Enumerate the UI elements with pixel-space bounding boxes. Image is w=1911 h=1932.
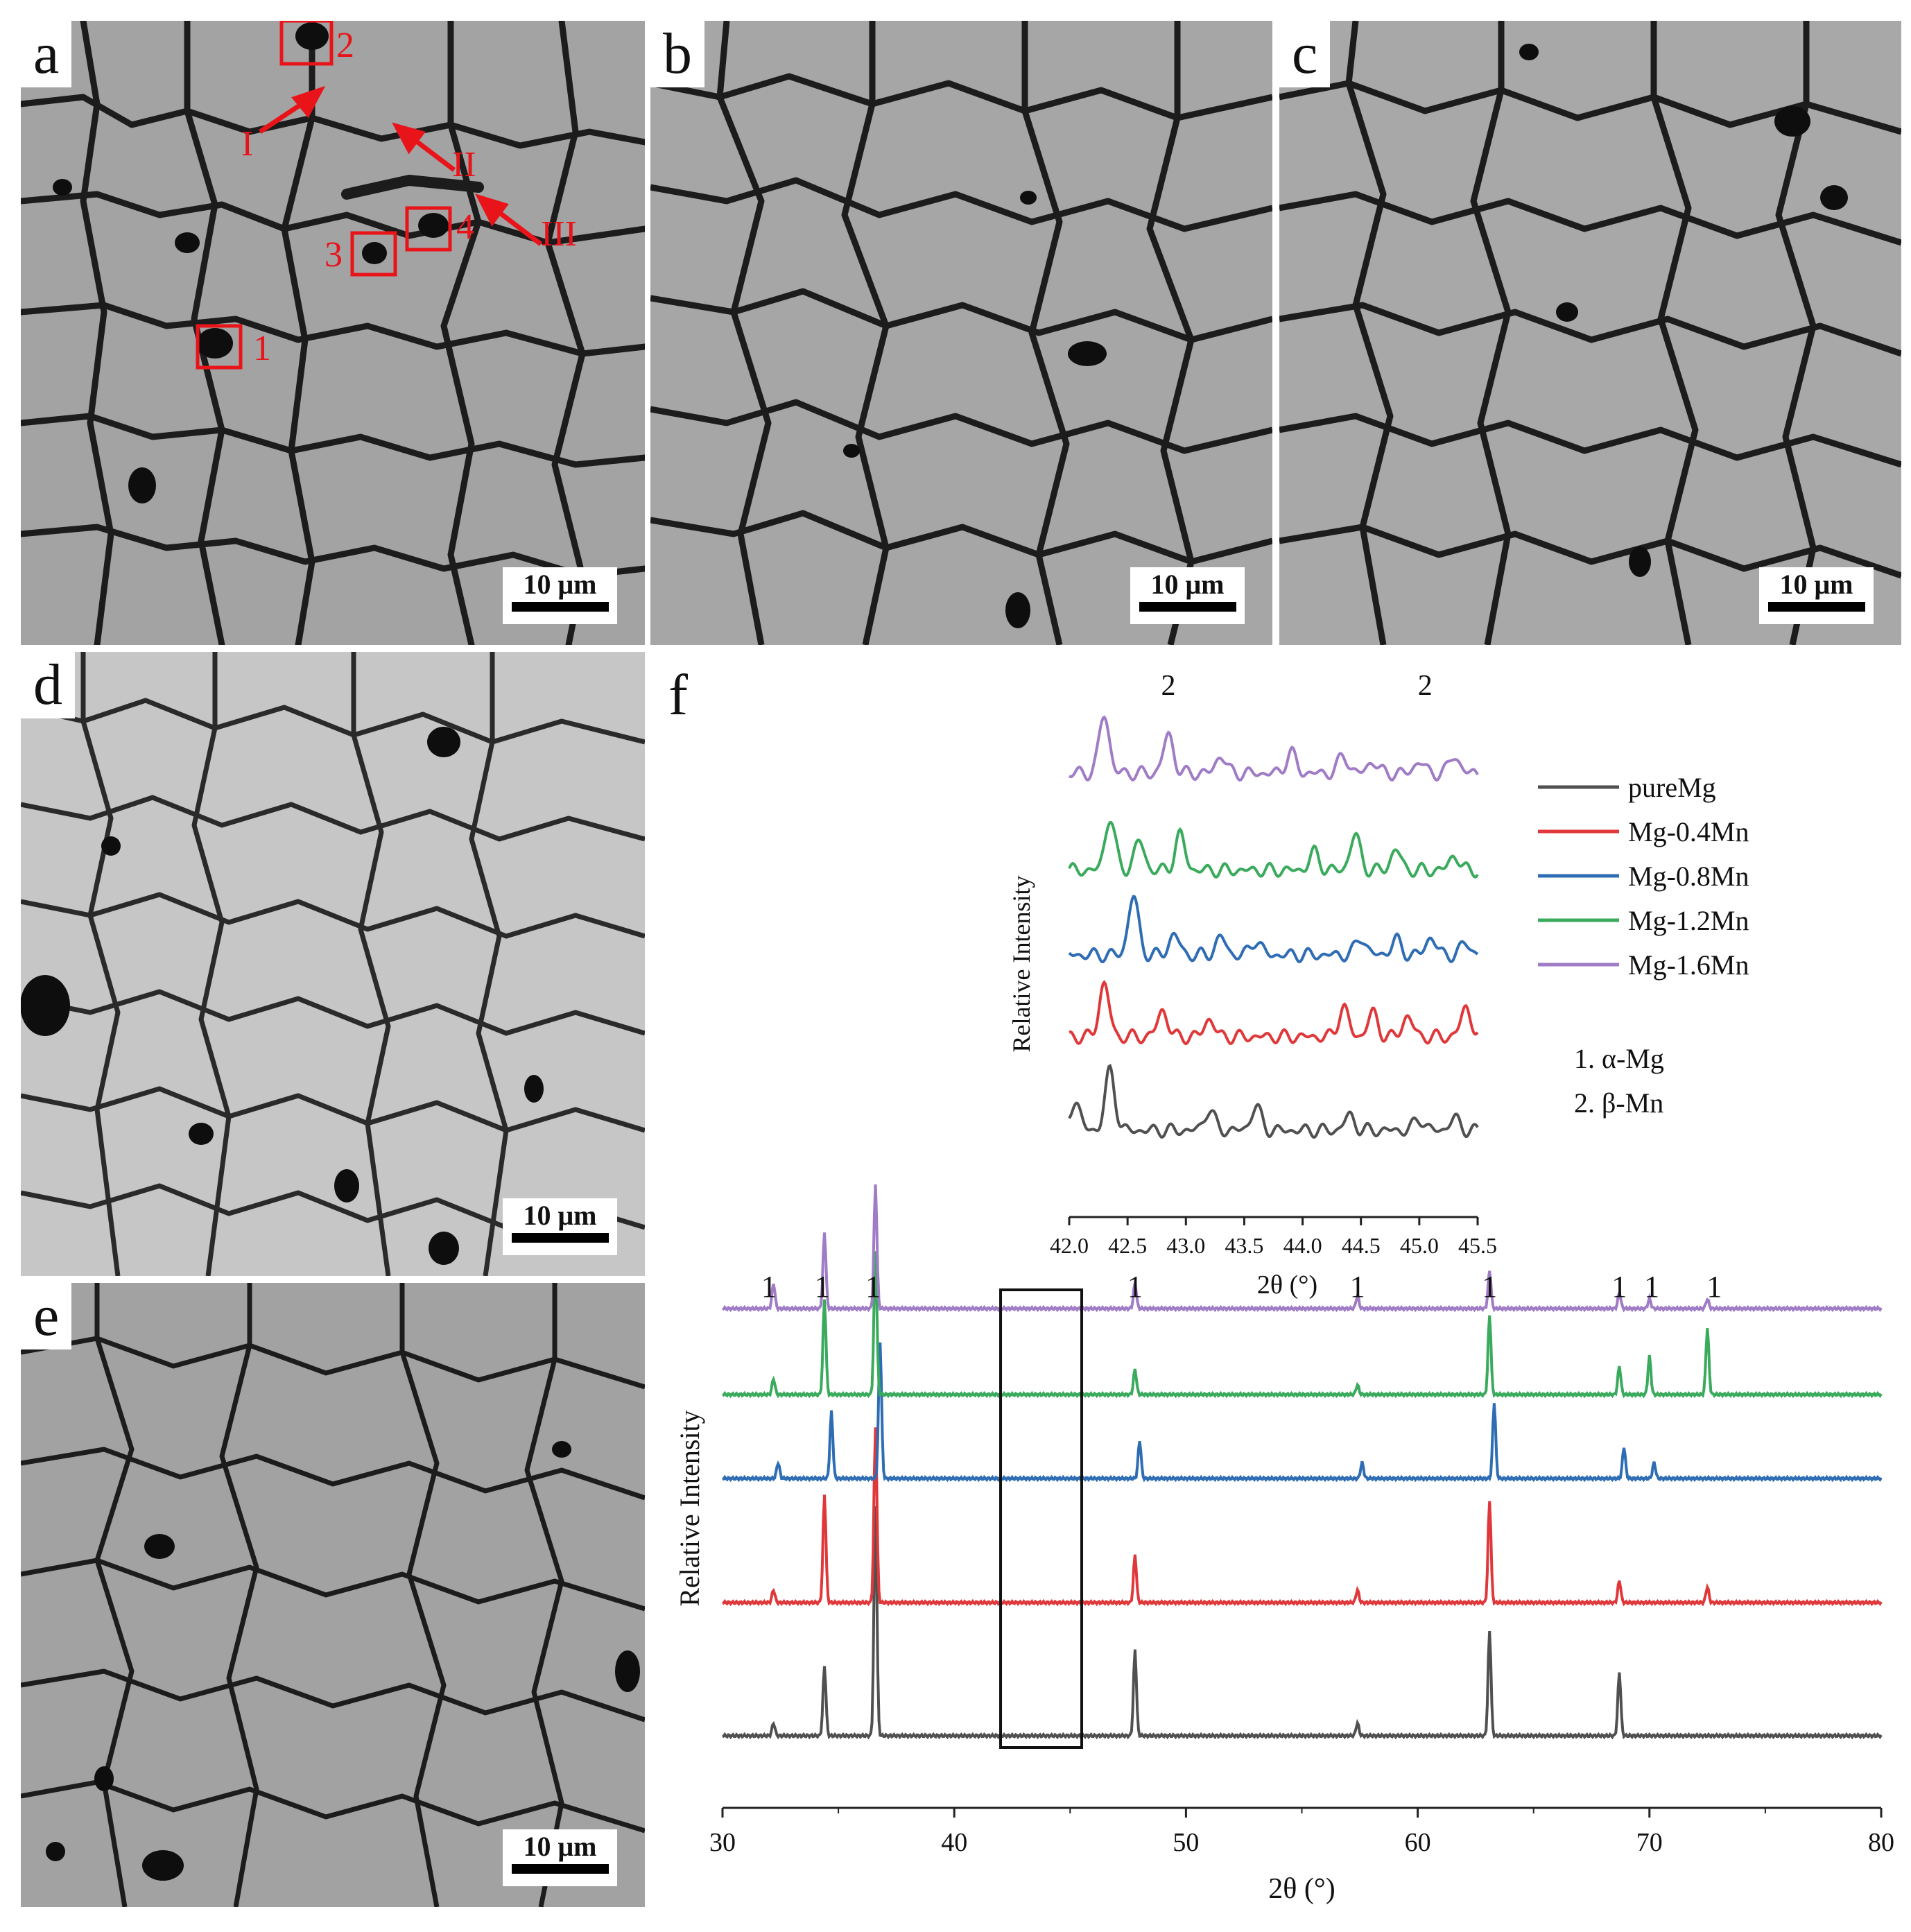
inset-x-tick-label: 42.5 [1108,1233,1147,1258]
main-peak-label: 1 [865,1270,881,1304]
main-peak-label: 1 [1644,1270,1659,1304]
scale-label-d: 10 μm [523,1200,597,1231]
grain-structure-b [650,21,1272,645]
panel-letter-c: c [1279,21,1331,87]
legend-entry: Mg-1.2Mn [1628,905,1749,936]
scale-bar-d: 10 μm [503,1198,617,1255]
scale-label-c: 10 μm [1779,569,1853,600]
micrograph-a: a 1 2 3 4 I II III 10 μm [21,21,645,645]
box-label-2: 2 [336,26,354,65]
scale-label-e: 10 μm [523,1831,597,1862]
main-x-tick-label: 50 [1173,1828,1199,1857]
main-series-puremg [721,1506,1883,1740]
main-series-mg-08mn [721,1342,1883,1483]
main-peak-label: 1 [1611,1270,1627,1304]
main-x-tick-label: 80 [1868,1828,1894,1857]
main-peak-label: 1 [1482,1270,1497,1304]
panel-letter-e: e [21,1283,72,1349]
grain-structure-c [1279,21,1901,645]
box-label-4: 4 [456,207,474,247]
inset-x-tick-label: 44.5 [1342,1233,1381,1258]
xrd-chart: f 30 40 50 60 70 80 2θ (°) Relative Intensity 1 1… [652,645,1911,1929]
arrow-label-II: II [452,145,476,184]
inset-series-mg-16mn [1069,715,1479,782]
box-label-1: 1 [253,329,271,368]
main-peak-label: 1 [761,1270,777,1304]
panel-letter-b: b [650,21,704,87]
grain-structure-e [21,1283,645,1907]
panel-letter-a: a [21,21,72,87]
legend-entry: Mg-0.4Mn [1628,816,1749,847]
scale-label-a: 10 μm [523,569,597,600]
micrograph-b: b 10 μm [650,21,1272,645]
grain-structure-d [21,652,645,1276]
phase-legend-entry: 2. β-Mn [1574,1087,1663,1119]
box-label-3: 3 [325,235,343,275]
micrograph-c: c 10 μm [1279,21,1901,645]
main-y-axis-label: Relative Intensity [674,1410,705,1606]
inset-series-mg-04mn [1069,979,1479,1046]
scale-bar-c: 10 μm [1759,567,1874,624]
inset-series-puremg [1068,1064,1479,1139]
main-series-mg-16mn [721,1184,1883,1313]
inset-peak-label: 2 [1418,670,1433,702]
inset-x-tick-label: 44.0 [1283,1233,1322,1258]
arrow-label-III: III [541,214,577,254]
panel-letter-f: f [668,663,688,727]
legend-entry: Mg-1.6Mn [1628,949,1749,981]
main-series-mg-12mn [721,1251,1883,1399]
micrograph-e: e 10 μm [21,1283,645,1907]
legend-entry: Mg-0.8Mn [1628,861,1749,892]
scale-bar-e: 10 μm [503,1829,617,1886]
inset-x-axis-label: 2θ (°) [1257,1270,1317,1300]
inset-x-tick-label: 45.5 [1458,1233,1497,1258]
main-x-tick-label: 70 [1636,1828,1663,1857]
inset-series-mg-12mn [1068,821,1479,879]
main-x-axis-label: 2θ (°) [1268,1873,1335,1905]
inset-x-tick-label: 43.0 [1166,1233,1205,1258]
scale-label-b: 10 μm [1150,569,1225,600]
main-x-tick-label: 30 [709,1828,736,1857]
legend-entry: pureMg [1628,772,1716,803]
panel-letter-d: d [21,652,75,718]
scale-bar-b: 10 μm [1130,567,1245,624]
main-series-mg-04mn [721,1427,1883,1607]
inset-x-tick-label: 43.5 [1225,1233,1263,1258]
zoom-region-box [999,1288,1084,1749]
micrograph-d: d 10 μm [21,652,645,1276]
main-x-tick-label: 60 [1405,1828,1431,1857]
main-peak-label: 1 [1127,1270,1143,1304]
main-peak-label: 1 [1706,1270,1722,1304]
inset-y-axis-label: Relative Intensity [1008,876,1035,1053]
main-peak-label: 1 [1350,1270,1365,1304]
main-peak-label: 1 [815,1270,830,1304]
main-x-tick-label: 40 [941,1828,967,1857]
inset-x-tick-label: 42.0 [1050,1233,1089,1258]
arrow-label-I: I [241,124,254,164]
inset-series-mg-08mn [1068,895,1479,964]
scale-bar-a: 10 μm [503,567,617,624]
inset-x-tick-label: 45.0 [1400,1233,1439,1258]
inset-peak-label: 2 [1161,670,1176,702]
grain-structure-a [21,21,645,645]
phase-legend-entry: 1. α-Mg [1574,1043,1664,1074]
